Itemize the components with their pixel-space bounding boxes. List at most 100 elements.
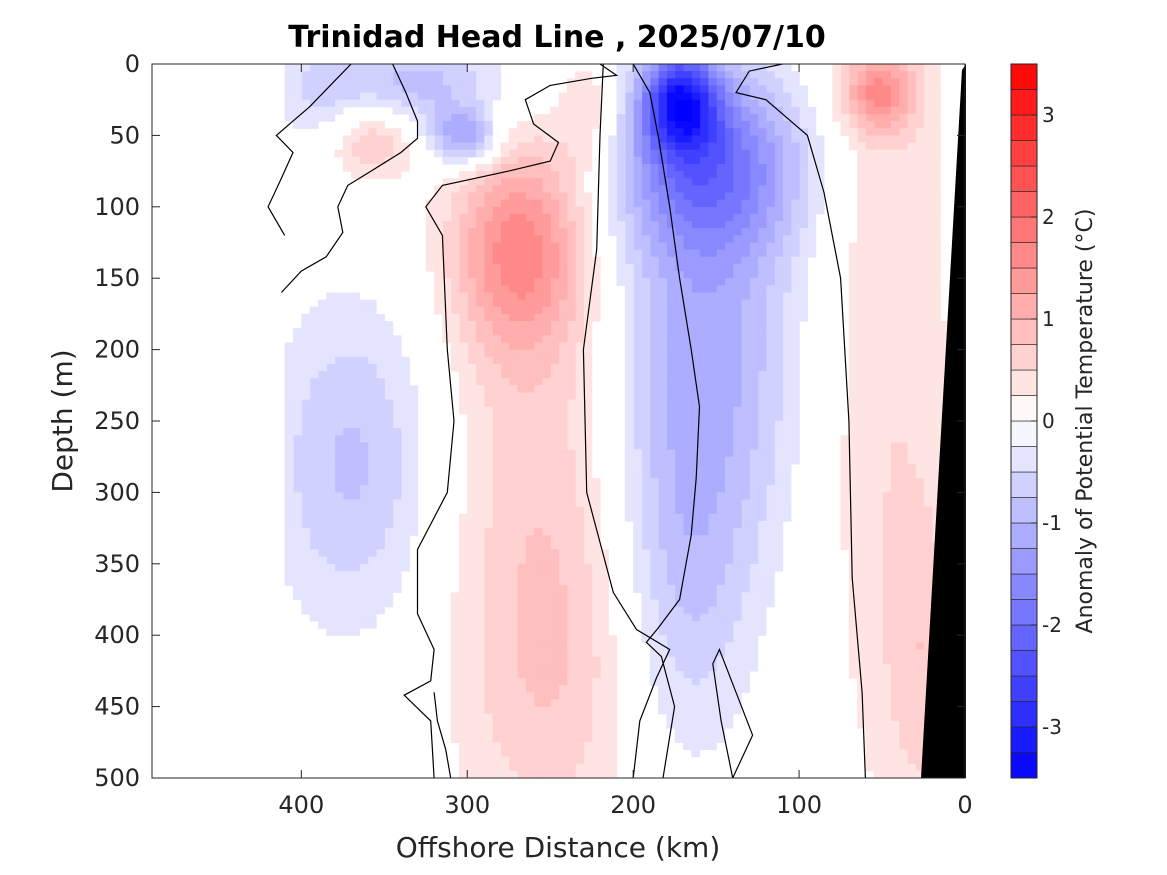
heatmap-cell: [658, 535, 667, 543]
heatmap-cell: [765, 278, 775, 286]
heatmap-cell: [458, 406, 468, 415]
heatmap-cell: [525, 356, 535, 365]
heatmap-cell: [882, 720, 891, 729]
heatmap-cell: [865, 142, 875, 151]
heatmap-cell: [483, 249, 493, 258]
heatmap-cell: [591, 749, 601, 758]
heatmap-cell: [749, 663, 759, 672]
heatmap-cell: [500, 192, 510, 201]
heatmap-cell: [533, 213, 543, 222]
heatmap-cell: [890, 271, 900, 279]
heatmap-cell: [724, 92, 734, 101]
heatmap-cell: [575, 285, 584, 294]
heatmap-cell: [873, 163, 883, 172]
heatmap-cell: [558, 392, 568, 401]
heatmap-cell: [716, 599, 726, 608]
heatmap-cell: [790, 142, 800, 151]
heatmap-cell: [691, 328, 701, 336]
heatmap-cell: [724, 335, 734, 344]
heatmap-cell: [533, 292, 543, 301]
heatmap-cell: [608, 735, 618, 743]
heatmap-cell: [699, 606, 709, 615]
heatmap-cell: [906, 699, 916, 708]
heatmap-cell: [550, 435, 560, 444]
heatmap-cell: [691, 513, 701, 522]
heatmap-cell: [732, 428, 742, 436]
heatmap-cell: [533, 249, 543, 258]
heatmap-cell: [475, 428, 485, 436]
heatmap-cell: [906, 592, 916, 601]
heatmap-cell: [873, 306, 883, 315]
heatmap-cell: [898, 271, 908, 279]
heatmap-cell: [666, 121, 676, 129]
heatmap-cell: [848, 528, 858, 536]
heatmap-cell: [732, 328, 742, 336]
heatmap-cell: [699, 599, 709, 608]
heatmap-cell: [475, 678, 485, 686]
heatmap-cell: [458, 85, 468, 94]
heatmap-cell: [533, 692, 543, 701]
heatmap-cell: [865, 128, 875, 136]
heatmap-cell: [807, 156, 817, 165]
heatmap-cell: [583, 406, 593, 415]
heatmap-cell: [616, 113, 626, 122]
heatmap-cell: [749, 506, 759, 515]
heatmap-cell: [682, 64, 692, 72]
heatmap-cell: [641, 113, 651, 122]
heatmap-cell: [467, 278, 477, 286]
heatmap-cell: [417, 85, 427, 94]
heatmap-cell: [550, 692, 560, 701]
heatmap-cell: [500, 770, 510, 778]
heatmap-cell: [691, 121, 701, 129]
heatmap-cell: [848, 520, 858, 529]
heatmap-cell: [848, 328, 858, 336]
heatmap-cell: [566, 435, 576, 444]
heatmap-cell: [890, 421, 900, 429]
heatmap-cell: [898, 78, 908, 87]
heatmap-cell: [649, 620, 659, 629]
heatmap-cell: [865, 470, 875, 479]
heatmap-cell: [674, 485, 684, 493]
heatmap-cell: [575, 392, 584, 401]
heatmap-cell: [691, 142, 701, 151]
heatmap-cell: [749, 142, 759, 151]
heatmap-cell: [757, 228, 767, 236]
heatmap-cell: [575, 685, 584, 693]
heatmap-cell: [525, 199, 535, 208]
heatmap-cell: [782, 335, 792, 344]
heatmap-cell: [749, 563, 759, 572]
heatmap-cell: [467, 663, 477, 672]
heatmap-cell: [890, 599, 900, 608]
heatmap-cell: [641, 535, 651, 543]
heatmap-cell: [608, 756, 618, 765]
heatmap-cell: [923, 213, 933, 222]
heatmap-cell: [591, 478, 601, 486]
heatmap-cell: [599, 635, 609, 643]
heatmap-cell: [741, 449, 750, 458]
heatmap-cell: [890, 499, 900, 508]
heatmap-cell: [915, 599, 925, 608]
heatmap-cell: [583, 578, 593, 586]
heatmap-cell: [724, 399, 734, 408]
heatmap-cell: [674, 735, 684, 743]
heatmap-cell: [467, 85, 477, 94]
heatmap-cell: [533, 442, 543, 451]
heatmap-cell: [525, 413, 535, 422]
heatmap-cell: [483, 728, 493, 736]
heatmap-cell: [782, 185, 792, 194]
heatmap-cell: [517, 149, 526, 158]
heatmap-cell: [906, 371, 916, 379]
heatmap-cell: [566, 763, 576, 772]
heatmap-cell: [790, 449, 800, 458]
heatmap-cell: [658, 328, 667, 336]
heatmap-cell: [749, 470, 759, 479]
heatmap-cell: [865, 449, 875, 458]
heatmap-cell: [923, 642, 933, 651]
heatmap-cell: [508, 635, 518, 643]
heatmap-cell: [633, 321, 643, 329]
heatmap-cell: [583, 342, 593, 351]
heatmap-cell: [475, 185, 485, 194]
heatmap-cell: [682, 235, 692, 244]
heatmap-cell: [757, 492, 767, 501]
heatmap-cell: [923, 106, 933, 115]
